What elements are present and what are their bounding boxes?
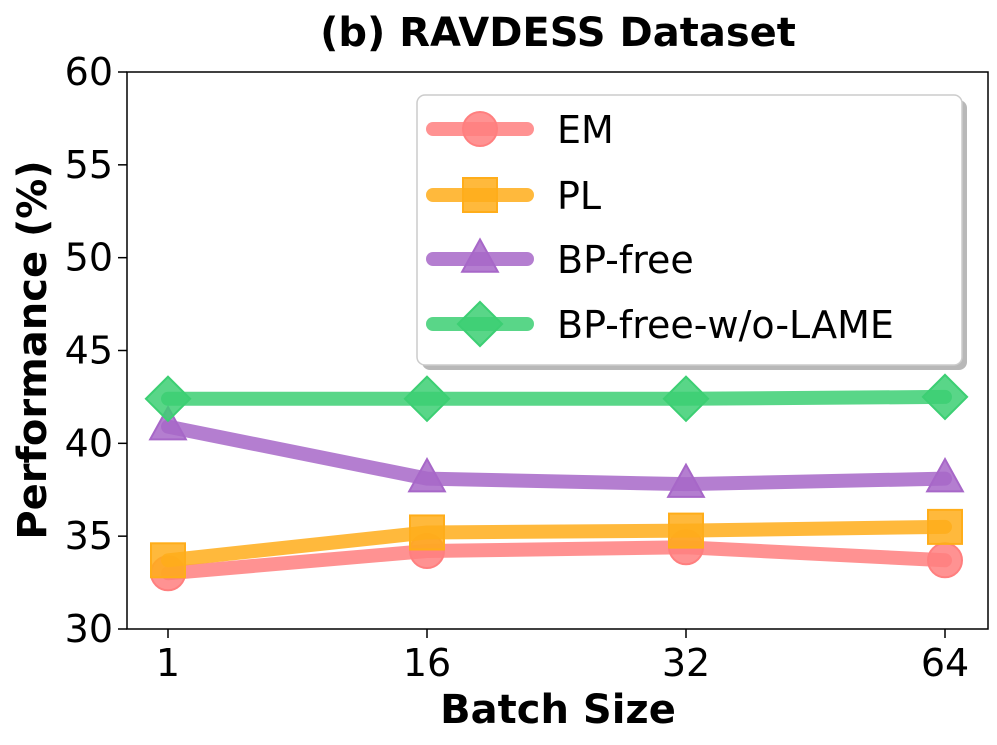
y-tick-label: 50 (65, 236, 113, 280)
legend-item-bp-free-w-o-lame: BP-free-w/o-LAME (426, 300, 894, 348)
legend-label-pl: PL (557, 174, 601, 218)
legend-item-bp-free: BP-free (426, 237, 694, 282)
series-line-em (161, 540, 952, 581)
data-point-pl (927, 508, 963, 545)
legend-marker-em (462, 111, 498, 147)
data-point-pl (409, 514, 445, 551)
data-point-bp-free-w-o-lame (403, 375, 451, 423)
legend-marker-pl (462, 177, 498, 213)
data-point-bp-free (666, 462, 706, 498)
data-point-em (927, 542, 963, 579)
y-tick-label: 45 (65, 329, 113, 373)
legend: EM PL BP-free BP-free-w/o-LAME (416, 94, 967, 370)
chart-title: (b) RAVDESS Dataset (320, 10, 796, 56)
data-point-bp-free-w-o-lame (144, 375, 192, 423)
y-axis: 30 35 40 45 50 55 60 (65, 50, 127, 651)
y-tick-label: 40 (65, 421, 113, 465)
legend-item-pl: PL (426, 174, 601, 218)
x-tick-label: 1 (156, 641, 180, 685)
data-point-pl (668, 512, 704, 549)
data-point-bp-free (148, 405, 188, 441)
data-point-pl (150, 542, 186, 579)
x-axis-label: Batch Size (440, 687, 676, 733)
series-pl (150, 508, 963, 579)
data-point-bp-free-w-o-lame (662, 375, 710, 423)
data-point-bp-free-w-o-lame (921, 373, 969, 421)
series-line-bp-free (161, 419, 952, 492)
y-tick-label: 35 (65, 514, 113, 558)
x-axis: 1 16 32 64 (156, 629, 969, 685)
legend-label-bp-free-w-o-lame: BP-free-w/o-LAME (557, 303, 894, 347)
data-point-bp-free (407, 456, 447, 493)
x-tick-label: 32 (662, 641, 710, 685)
x-tick-label: 16 (403, 641, 451, 685)
y-tick-label: 30 (65, 607, 113, 651)
legend-marker-bp-free (460, 237, 500, 273)
series-bp-free-w-o-lame (144, 373, 969, 423)
series-bp-free (148, 405, 965, 498)
data-point-bp-free (925, 456, 965, 493)
x-tick-label: 64 (921, 641, 969, 685)
series-line-pl (161, 519, 952, 568)
y-tick-label: 60 (65, 50, 113, 94)
legend-marker-bp-free-w-o-lame (456, 300, 504, 348)
legend-item-em: EM (426, 108, 614, 152)
legend-label-bp-free: BP-free (557, 238, 694, 282)
legend-box (416, 94, 963, 366)
plot-series (144, 373, 969, 592)
y-axis-label: Performance (%) (10, 160, 56, 539)
y-tick-label: 55 (65, 143, 113, 187)
legend-label-em: EM (557, 108, 614, 152)
series-line-bp-free-w-o-lame (161, 389, 952, 406)
